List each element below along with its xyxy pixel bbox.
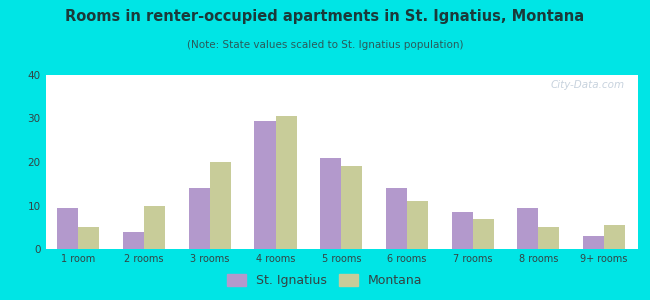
Bar [407, 201, 428, 249]
Bar [123, 232, 144, 249]
Text: (Note: State values scaled to St. Ignatius population): (Note: State values scaled to St. Ignati… [187, 40, 463, 50]
Bar [604, 225, 625, 249]
Bar [320, 158, 341, 249]
Bar [473, 218, 494, 249]
Bar [452, 212, 473, 249]
Bar [188, 188, 210, 249]
Bar [79, 227, 99, 249]
Bar [517, 208, 538, 249]
Bar [255, 121, 276, 249]
Bar [210, 162, 231, 249]
Text: Rooms in renter-occupied apartments in St. Ignatius, Montana: Rooms in renter-occupied apartments in S… [66, 9, 584, 24]
Bar [341, 166, 362, 249]
Bar [538, 227, 560, 249]
Bar [386, 188, 407, 249]
Bar [583, 236, 604, 249]
Legend: St. Ignatius, Montana: St. Ignatius, Montana [222, 269, 428, 292]
Bar [57, 208, 79, 249]
Text: City-Data.com: City-Data.com [551, 80, 625, 90]
Bar [276, 116, 296, 249]
Bar [144, 206, 165, 249]
